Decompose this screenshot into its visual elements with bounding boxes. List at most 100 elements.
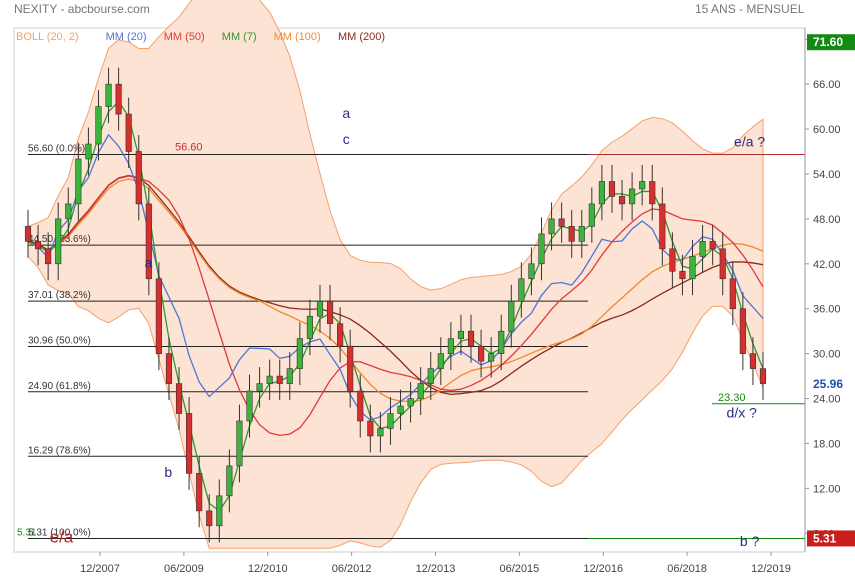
wave-label: c — [343, 131, 350, 147]
candle — [578, 226, 585, 242]
candle — [528, 263, 535, 280]
candle — [558, 218, 565, 227]
wave-label: b ? — [740, 533, 760, 549]
candle — [629, 188, 636, 205]
wave-label: b — [164, 464, 172, 480]
candle — [699, 241, 706, 257]
candle — [105, 83, 112, 107]
x-tick-label: 12/2016 — [583, 563, 623, 575]
y-tick-label: 36.00 — [813, 304, 841, 316]
wave-label: e/a — [50, 527, 74, 546]
candle — [407, 398, 414, 407]
current-value-badge-bg — [807, 375, 855, 392]
low-value-badge: 5.31 — [813, 531, 837, 545]
candle — [206, 510, 213, 527]
x-tick-label: 06/2018 — [667, 563, 707, 575]
candle — [75, 158, 82, 205]
candle — [125, 113, 132, 152]
wave-label: e/a ? — [734, 133, 765, 149]
candle — [759, 368, 767, 384]
candle — [145, 203, 152, 280]
candle — [226, 465, 233, 497]
candle — [337, 323, 344, 347]
y-tick-label: 60.00 — [813, 124, 841, 136]
candle — [719, 248, 726, 280]
wave-label: a — [145, 255, 153, 271]
mm100-line — [27, 178, 764, 403]
candle — [216, 495, 223, 527]
candle — [196, 473, 203, 512]
chart-title: NEXITY - abcbourse.com — [14, 2, 150, 16]
candle — [729, 278, 736, 310]
candle — [85, 143, 92, 160]
resistance-label: 56.60 — [175, 142, 203, 154]
x-tick-label: 06/2015 — [499, 563, 539, 575]
candle — [417, 383, 424, 399]
x-tick-label: 06/2009 — [164, 563, 204, 575]
y-tick-label: 30.00 — [813, 349, 841, 361]
candle — [467, 330, 475, 347]
candle — [618, 196, 626, 205]
y-tick-label: 48.00 — [813, 214, 841, 226]
candle — [95, 106, 102, 145]
candle — [397, 405, 404, 414]
candle — [155, 278, 162, 354]
x-tick-label: 12/2019 — [751, 563, 791, 575]
candle — [165, 353, 173, 384]
candle — [326, 300, 334, 324]
legend-item: MM (20) — [106, 31, 147, 43]
low-value-badge-bg — [807, 530, 855, 547]
candle — [175, 383, 183, 414]
last-value-badge: 71.60 — [813, 35, 843, 49]
fib-label: 56.60 (0.0%) — [28, 144, 85, 155]
candle — [669, 248, 676, 272]
candle — [306, 315, 313, 339]
candle — [447, 338, 454, 354]
y-tick-label: 66.00 — [813, 79, 841, 91]
fib-label: 37.01 (38.2%) — [28, 290, 91, 301]
candle — [538, 233, 545, 265]
candle — [377, 428, 384, 437]
candle — [518, 278, 525, 302]
candle — [457, 330, 465, 339]
x-tick-label: 12/2010 — [248, 563, 288, 575]
wave-label: d/x ? — [727, 404, 758, 420]
candle — [135, 151, 142, 205]
candle — [24, 226, 32, 242]
fib-label: 5.31 (100.0%) — [28, 527, 91, 538]
legend-item: MM (200) — [338, 31, 385, 43]
candle — [689, 256, 696, 280]
candle — [478, 345, 485, 362]
x-tick-label: 12/2013 — [416, 563, 456, 575]
candle — [45, 248, 52, 265]
candle — [296, 338, 303, 369]
candle — [115, 83, 122, 115]
candle — [749, 353, 757, 369]
candle — [256, 383, 263, 392]
candle — [276, 375, 283, 384]
candle — [387, 413, 394, 429]
y-tick-label: 18.00 — [813, 438, 841, 450]
candle — [65, 203, 72, 220]
candle — [55, 218, 62, 265]
candle — [246, 390, 253, 422]
y-tick-label: 42.00 — [813, 259, 841, 271]
last-value-badge-bg — [807, 34, 855, 51]
candle — [598, 181, 605, 205]
y-tick-label: 54.00 — [813, 169, 841, 181]
candle — [639, 181, 646, 190]
candle — [347, 345, 354, 392]
mm200-line — [27, 174, 764, 396]
candle — [357, 390, 364, 422]
bollinger-band — [27, 0, 764, 549]
candle — [316, 300, 324, 317]
period-label: 15 ANS - MENSUEL — [695, 2, 805, 16]
small-level-label: 5.31 — [17, 527, 37, 538]
candle — [286, 368, 293, 384]
candle — [186, 413, 193, 474]
candle — [498, 330, 505, 354]
candle — [367, 420, 374, 437]
candle — [588, 203, 595, 227]
candle — [649, 181, 656, 205]
